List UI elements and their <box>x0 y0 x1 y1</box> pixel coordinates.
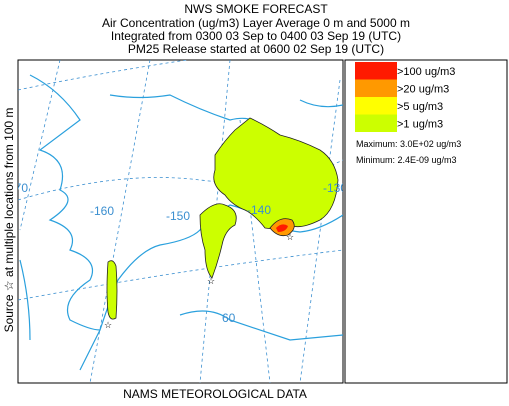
coastline <box>19 74 343 371</box>
source-marker: ☆ <box>207 276 215 286</box>
legend-label: >5 ug/m3 <box>397 101 443 113</box>
graticule-label: -160 <box>90 204 114 218</box>
graticule-label: -130 <box>323 181 347 195</box>
graticule-label: 60 <box>222 311 236 325</box>
legend-min: Minimum: 2.4E-09 ug/m3 <box>356 155 457 165</box>
smoke-plume <box>276 224 288 232</box>
title: NWS SMOKE FORECAST <box>184 2 328 16</box>
subtitle: Air Concentration (ug/m3) Layer Average … <box>102 16 410 30</box>
legend-label: >1 ug/m3 <box>397 119 443 131</box>
legend-swatch <box>355 62 397 80</box>
side-label: Source ☆ at multiple locations from 100 … <box>2 108 16 333</box>
legend-swatch <box>355 79 397 97</box>
graticule-label: -170 <box>4 181 28 195</box>
footer: NAMS METEOROLOGICAL DATA <box>123 387 307 401</box>
legend: Maximum: 3.0E+02 ug/m3 Minimum: 2.4E-09 … <box>344 59 508 384</box>
legend-max: Maximum: 3.0E+02 ug/m3 <box>356 139 461 149</box>
smoke-plume <box>106 260 118 320</box>
legend-swatch <box>355 114 397 132</box>
legend-label: >20 ug/m3 <box>397 84 449 96</box>
source-marker: ☆ <box>104 320 112 330</box>
legend-label: >100 ug/m3 <box>397 66 455 78</box>
smoke-plume <box>199 203 237 279</box>
graticule-label: -150 <box>166 209 190 223</box>
source-marker: ☆ <box>286 232 294 242</box>
legend-swatch <box>355 97 397 115</box>
graticule-label: -140 <box>247 203 271 217</box>
map: -170 -160 -150 -140 -130 60 ☆ ☆ ☆ <box>4 59 347 384</box>
subtitle: Integrated from 0300 03 Sep to 0400 03 S… <box>111 29 401 43</box>
smoke-plume <box>213 117 339 229</box>
subtitle: PM25 Release started at 0600 02 Sep 19 (… <box>128 42 384 56</box>
